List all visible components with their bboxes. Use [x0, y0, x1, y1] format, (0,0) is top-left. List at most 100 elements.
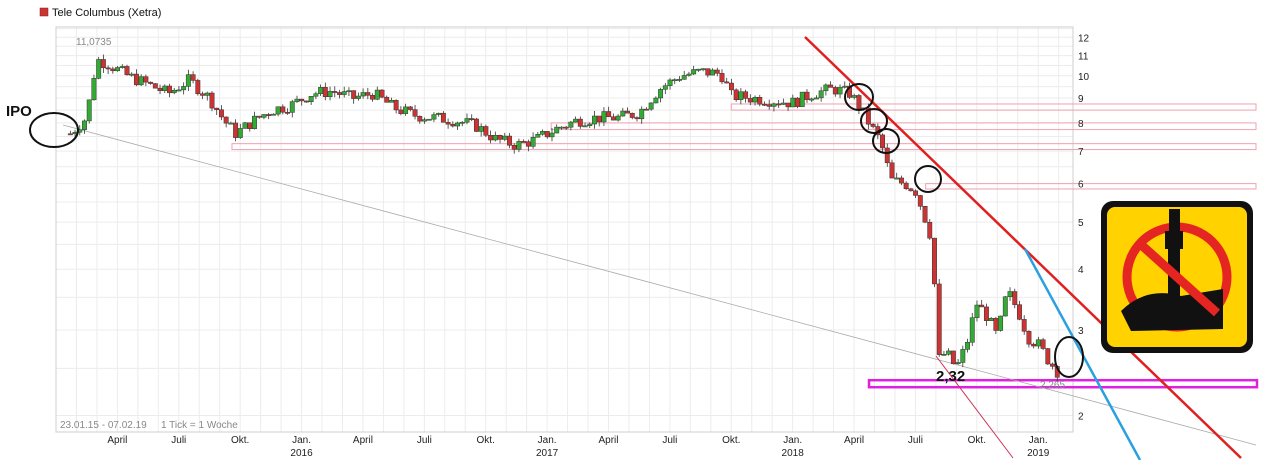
candle-down: [469, 118, 475, 120]
candle-down: [322, 87, 328, 97]
plot-frame: [55, 26, 1074, 433]
candle-up: [554, 126, 560, 134]
candle-down: [407, 106, 413, 110]
candle-down: [223, 116, 229, 124]
resistance-zone: [231, 143, 1257, 151]
x-tick-label: Okt.: [968, 435, 986, 446]
candle-down: [1026, 331, 1032, 345]
candle-down: [719, 73, 725, 83]
downtrend-line: [804, 36, 1242, 459]
period-label: 23.01.15 - 07.02.19: [60, 420, 147, 431]
marker-circle: [872, 128, 900, 154]
candle-down: [280, 106, 286, 113]
y-tick-label: 9: [1078, 94, 1084, 105]
candle-up: [1035, 339, 1041, 347]
candle-up: [823, 84, 829, 92]
candle-down: [629, 112, 635, 118]
candle-down: [445, 122, 451, 125]
candle-down: [143, 76, 149, 83]
candle-up: [270, 113, 276, 116]
candle-up: [677, 79, 682, 81]
x-tick-label: April: [598, 435, 618, 446]
candle-up: [582, 125, 588, 128]
candle-up: [176, 89, 182, 92]
candle-up: [535, 134, 541, 138]
candle-down: [847, 85, 852, 98]
candle-down: [384, 96, 390, 103]
candle-up: [185, 74, 191, 87]
x-year-label: 2019: [1027, 448, 1050, 459]
candle-up: [969, 317, 975, 343]
candle-down: [743, 91, 749, 99]
candle-up: [818, 90, 824, 99]
candle-up: [851, 95, 857, 98]
candle-down: [1012, 291, 1018, 305]
candle-up: [667, 79, 673, 86]
y-tick-label: 2: [1078, 412, 1084, 423]
candle-down: [762, 103, 767, 106]
candle-down: [507, 135, 512, 146]
marker-circle: [860, 108, 888, 134]
x-tick-label: Okt.: [231, 435, 249, 446]
candle-up: [842, 85, 848, 88]
candle-down: [757, 97, 763, 105]
candle-up: [615, 115, 621, 121]
y-axis-ticks: 2 3 4 5 6 7 8 9 10 11 12: [1078, 33, 1090, 422]
candle-up: [809, 98, 815, 101]
candle-up: [988, 318, 994, 321]
x-tick-label: April: [844, 435, 864, 446]
candle-up: [204, 92, 210, 96]
candle-up: [341, 91, 347, 95]
x-tick-label: Juli: [908, 435, 923, 446]
candle-up: [360, 92, 366, 97]
candle-up: [672, 79, 678, 82]
candle-down: [856, 95, 862, 110]
candle-down: [979, 304, 985, 308]
candle-up: [318, 87, 324, 94]
candle-up: [355, 95, 361, 99]
x-tick-label: Juli: [417, 435, 432, 446]
candle-down: [497, 135, 503, 140]
candle-up: [115, 67, 120, 72]
candle-down: [1017, 304, 1022, 320]
candle-up: [1007, 291, 1013, 297]
candle-down: [521, 141, 527, 143]
x-year-label: 2016: [290, 448, 313, 459]
candle-down: [167, 85, 172, 94]
candle-down: [563, 126, 569, 129]
candle-up: [738, 91, 744, 100]
candle-down: [993, 318, 999, 331]
resistance-zone: [925, 183, 1257, 190]
candle-down: [705, 68, 711, 76]
candle-down: [450, 123, 456, 127]
candle-up: [648, 102, 654, 110]
candle-up: [837, 87, 843, 95]
candle-down: [804, 91, 810, 100]
candle-up: [974, 304, 980, 318]
candle-down: [724, 81, 730, 84]
candle-down: [596, 115, 602, 123]
warning-sign-icon: [1101, 201, 1253, 353]
candle-up: [431, 114, 437, 120]
y-tick-label: 7: [1078, 147, 1084, 158]
candle-down: [214, 107, 220, 110]
candle-down: [733, 89, 739, 100]
candle-up: [540, 131, 545, 135]
candle-up: [799, 91, 805, 107]
x-tick-label: Juli: [662, 435, 677, 446]
candle-down: [303, 100, 309, 103]
candle-down: [398, 109, 404, 114]
candle-down: [195, 80, 201, 94]
candle-up: [681, 75, 687, 80]
candle-down: [950, 350, 956, 365]
x-tick-label: Okt.: [477, 435, 495, 446]
candle-up: [695, 68, 701, 71]
candle-up: [228, 122, 234, 125]
candle-down: [643, 108, 649, 111]
candle-down: [908, 188, 914, 192]
candle-up: [790, 97, 796, 108]
support-line: [867, 378, 1259, 389]
candle-down: [285, 111, 290, 114]
resistance-zones: [231, 103, 1257, 190]
